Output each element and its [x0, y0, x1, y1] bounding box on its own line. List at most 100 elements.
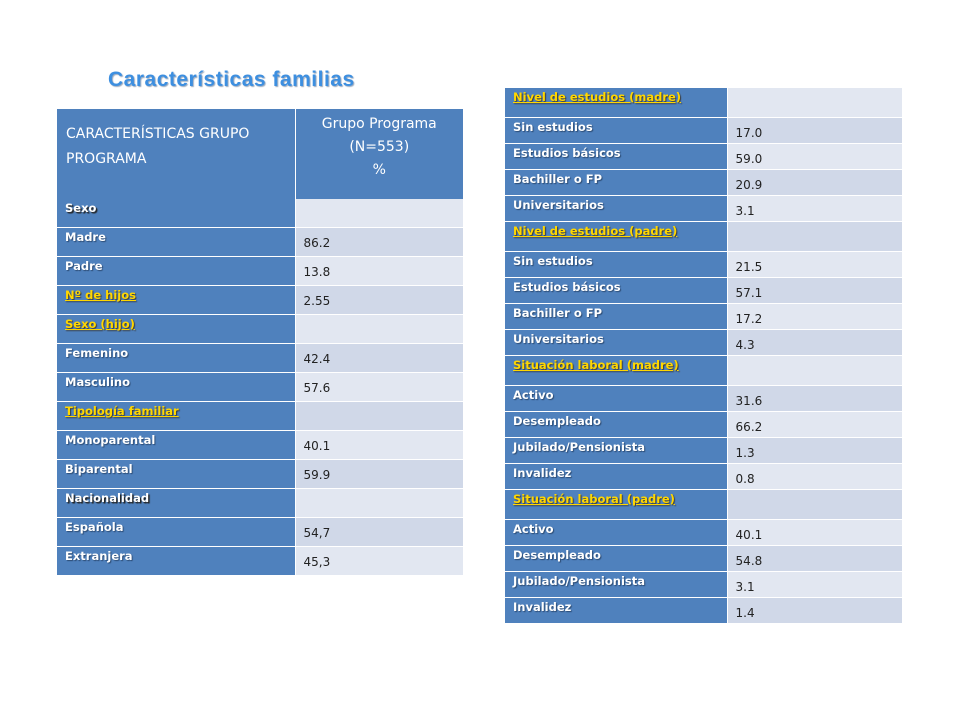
row-value: 86.2: [295, 227, 463, 257]
row-label: Madre: [57, 227, 296, 257]
row-value: 59.0: [727, 143, 902, 170]
row-label: Extranjera: [57, 546, 296, 576]
row-value: 13.8: [295, 256, 463, 286]
table-row: Sin estudios 17.0: [505, 117, 902, 144]
row-label: Tipología familiar: [57, 401, 296, 431]
header-value-line: %: [372, 162, 386, 178]
right-characteristics-table: Nivel de estudios (madre) Sin estudios 17.…: [505, 88, 902, 624]
row-value: 54.8: [727, 545, 902, 572]
table-section-row: Sexo (hijo): [57, 314, 463, 344]
row-value: 3.1: [727, 571, 902, 598]
table-section-row: Nº de hijos 2.55: [57, 285, 463, 315]
header-label-cell: CARACTERÍSTICAS GRUPO PROGRAMA: [57, 109, 296, 199]
table-row: Femenino 42.4: [57, 343, 463, 373]
row-value: 20.9: [727, 169, 902, 196]
table-row: Desempleado 66.2: [505, 411, 902, 438]
row-value: 21.5: [727, 251, 902, 278]
page-title: Características familias: [108, 68, 355, 91]
table-row: Invalidez 1.4: [505, 597, 902, 624]
row-label: Biparental: [57, 459, 296, 489]
row-value: 57.1: [727, 277, 902, 304]
row-label: Sexo (hijo): [57, 314, 296, 344]
row-value: 17.2: [727, 303, 902, 330]
table-row: Estudios básicos 59.0: [505, 143, 902, 170]
table-row: Bachiller o FP 17.2: [505, 303, 902, 330]
header-value-line: (N=553): [349, 139, 410, 155]
table-row: Jubilado/Pensionista 3.1: [505, 571, 902, 598]
row-label: Activo: [505, 385, 728, 412]
row-label: Estudios básicos: [505, 143, 728, 170]
row-value: [295, 314, 463, 344]
row-value: [295, 199, 463, 228]
row-label: Nº de hijos: [57, 285, 296, 315]
row-label: Invalidez: [505, 597, 728, 624]
row-label: Universitarios: [505, 195, 728, 222]
row-label: Invalidez: [505, 463, 728, 490]
row-value: [727, 489, 902, 520]
table-row: Activo 31.6: [505, 385, 902, 412]
row-label: Femenino: [57, 343, 296, 373]
row-value: 4.3: [727, 329, 902, 356]
table-row: Desempleado 54.8: [505, 545, 902, 572]
row-value: [727, 221, 902, 252]
table-row: Monoparental 40.1: [57, 430, 463, 460]
table-row: Invalidez 0.8: [505, 463, 902, 490]
row-value: 57.6: [295, 372, 463, 402]
table-row: Sin estudios 21.5: [505, 251, 902, 278]
row-value: [295, 401, 463, 431]
row-value: 59.9: [295, 459, 463, 489]
table-row: Jubilado/Pensionista 1.3: [505, 437, 902, 464]
row-label: Situación laboral (padre): [505, 489, 728, 520]
table-row: Biparental 59.9: [57, 459, 463, 489]
table-section-row: Situación laboral (padre): [505, 489, 902, 520]
row-label: Monoparental: [57, 430, 296, 460]
row-value: 2.55: [295, 285, 463, 315]
row-label: Nivel de estudios (padre): [505, 221, 728, 252]
row-label: Jubilado/Pensionista: [505, 571, 728, 598]
header-value-line: Grupo Programa: [321, 116, 437, 132]
row-label: Padre: [57, 256, 296, 286]
row-value: 1.3: [727, 437, 902, 464]
table-row: Madre 86.2: [57, 227, 463, 257]
row-value: 54,7: [295, 517, 463, 547]
row-label: Sin estudios: [505, 117, 728, 144]
table-row: Estudios básicos 57.1: [505, 277, 902, 304]
row-value: [727, 355, 902, 386]
row-value: [727, 88, 902, 118]
row-label: Desempleado: [505, 545, 728, 572]
row-label: Jubilado/Pensionista: [505, 437, 728, 464]
row-label: Sin estudios: [505, 251, 728, 278]
row-label: Sexo: [57, 199, 296, 228]
table-section-row: Situación laboral (madre): [505, 355, 902, 386]
row-value: 45,3: [295, 546, 463, 576]
table-section-row: Nivel de estudios (madre): [505, 88, 902, 118]
row-value: 40.1: [295, 430, 463, 460]
row-value: 0.8: [727, 463, 902, 490]
row-value: 31.6: [727, 385, 902, 412]
table-row: Padre 13.8: [57, 256, 463, 286]
table-row: Española 54,7: [57, 517, 463, 547]
table-row: Bachiller o FP 20.9: [505, 169, 902, 196]
table-section-row: Tipología familiar: [57, 401, 463, 431]
table-row: Extranjera 45,3: [57, 546, 463, 576]
row-label: Situación laboral (madre): [505, 355, 728, 386]
row-label: Nivel de estudios (madre): [505, 88, 728, 118]
row-label: Masculino: [57, 372, 296, 402]
row-label: Nacionalidad: [57, 488, 296, 518]
row-value: 42.4: [295, 343, 463, 373]
row-label: Española: [57, 517, 296, 547]
row-value: 17.0: [727, 117, 902, 144]
row-label: Activo: [505, 519, 728, 546]
table-row: Universitarios 3.1: [505, 195, 902, 222]
table-section-row: Sexo: [57, 199, 463, 228]
left-characteristics-table: CARACTERÍSTICAS GRUPO PROGRAMA Grupo Pro…: [57, 109, 463, 576]
table-row: Universitarios 4.3: [505, 329, 902, 356]
row-value: 40.1: [727, 519, 902, 546]
table-row: Masculino 57.6: [57, 372, 463, 402]
row-label: Estudios básicos: [505, 277, 728, 304]
row-label: Desempleado: [505, 411, 728, 438]
row-value: 66.2: [727, 411, 902, 438]
table-section-row: Nacionalidad: [57, 488, 463, 518]
table-row: Activo 40.1: [505, 519, 902, 546]
table-section-row: Nivel de estudios (padre): [505, 221, 902, 252]
